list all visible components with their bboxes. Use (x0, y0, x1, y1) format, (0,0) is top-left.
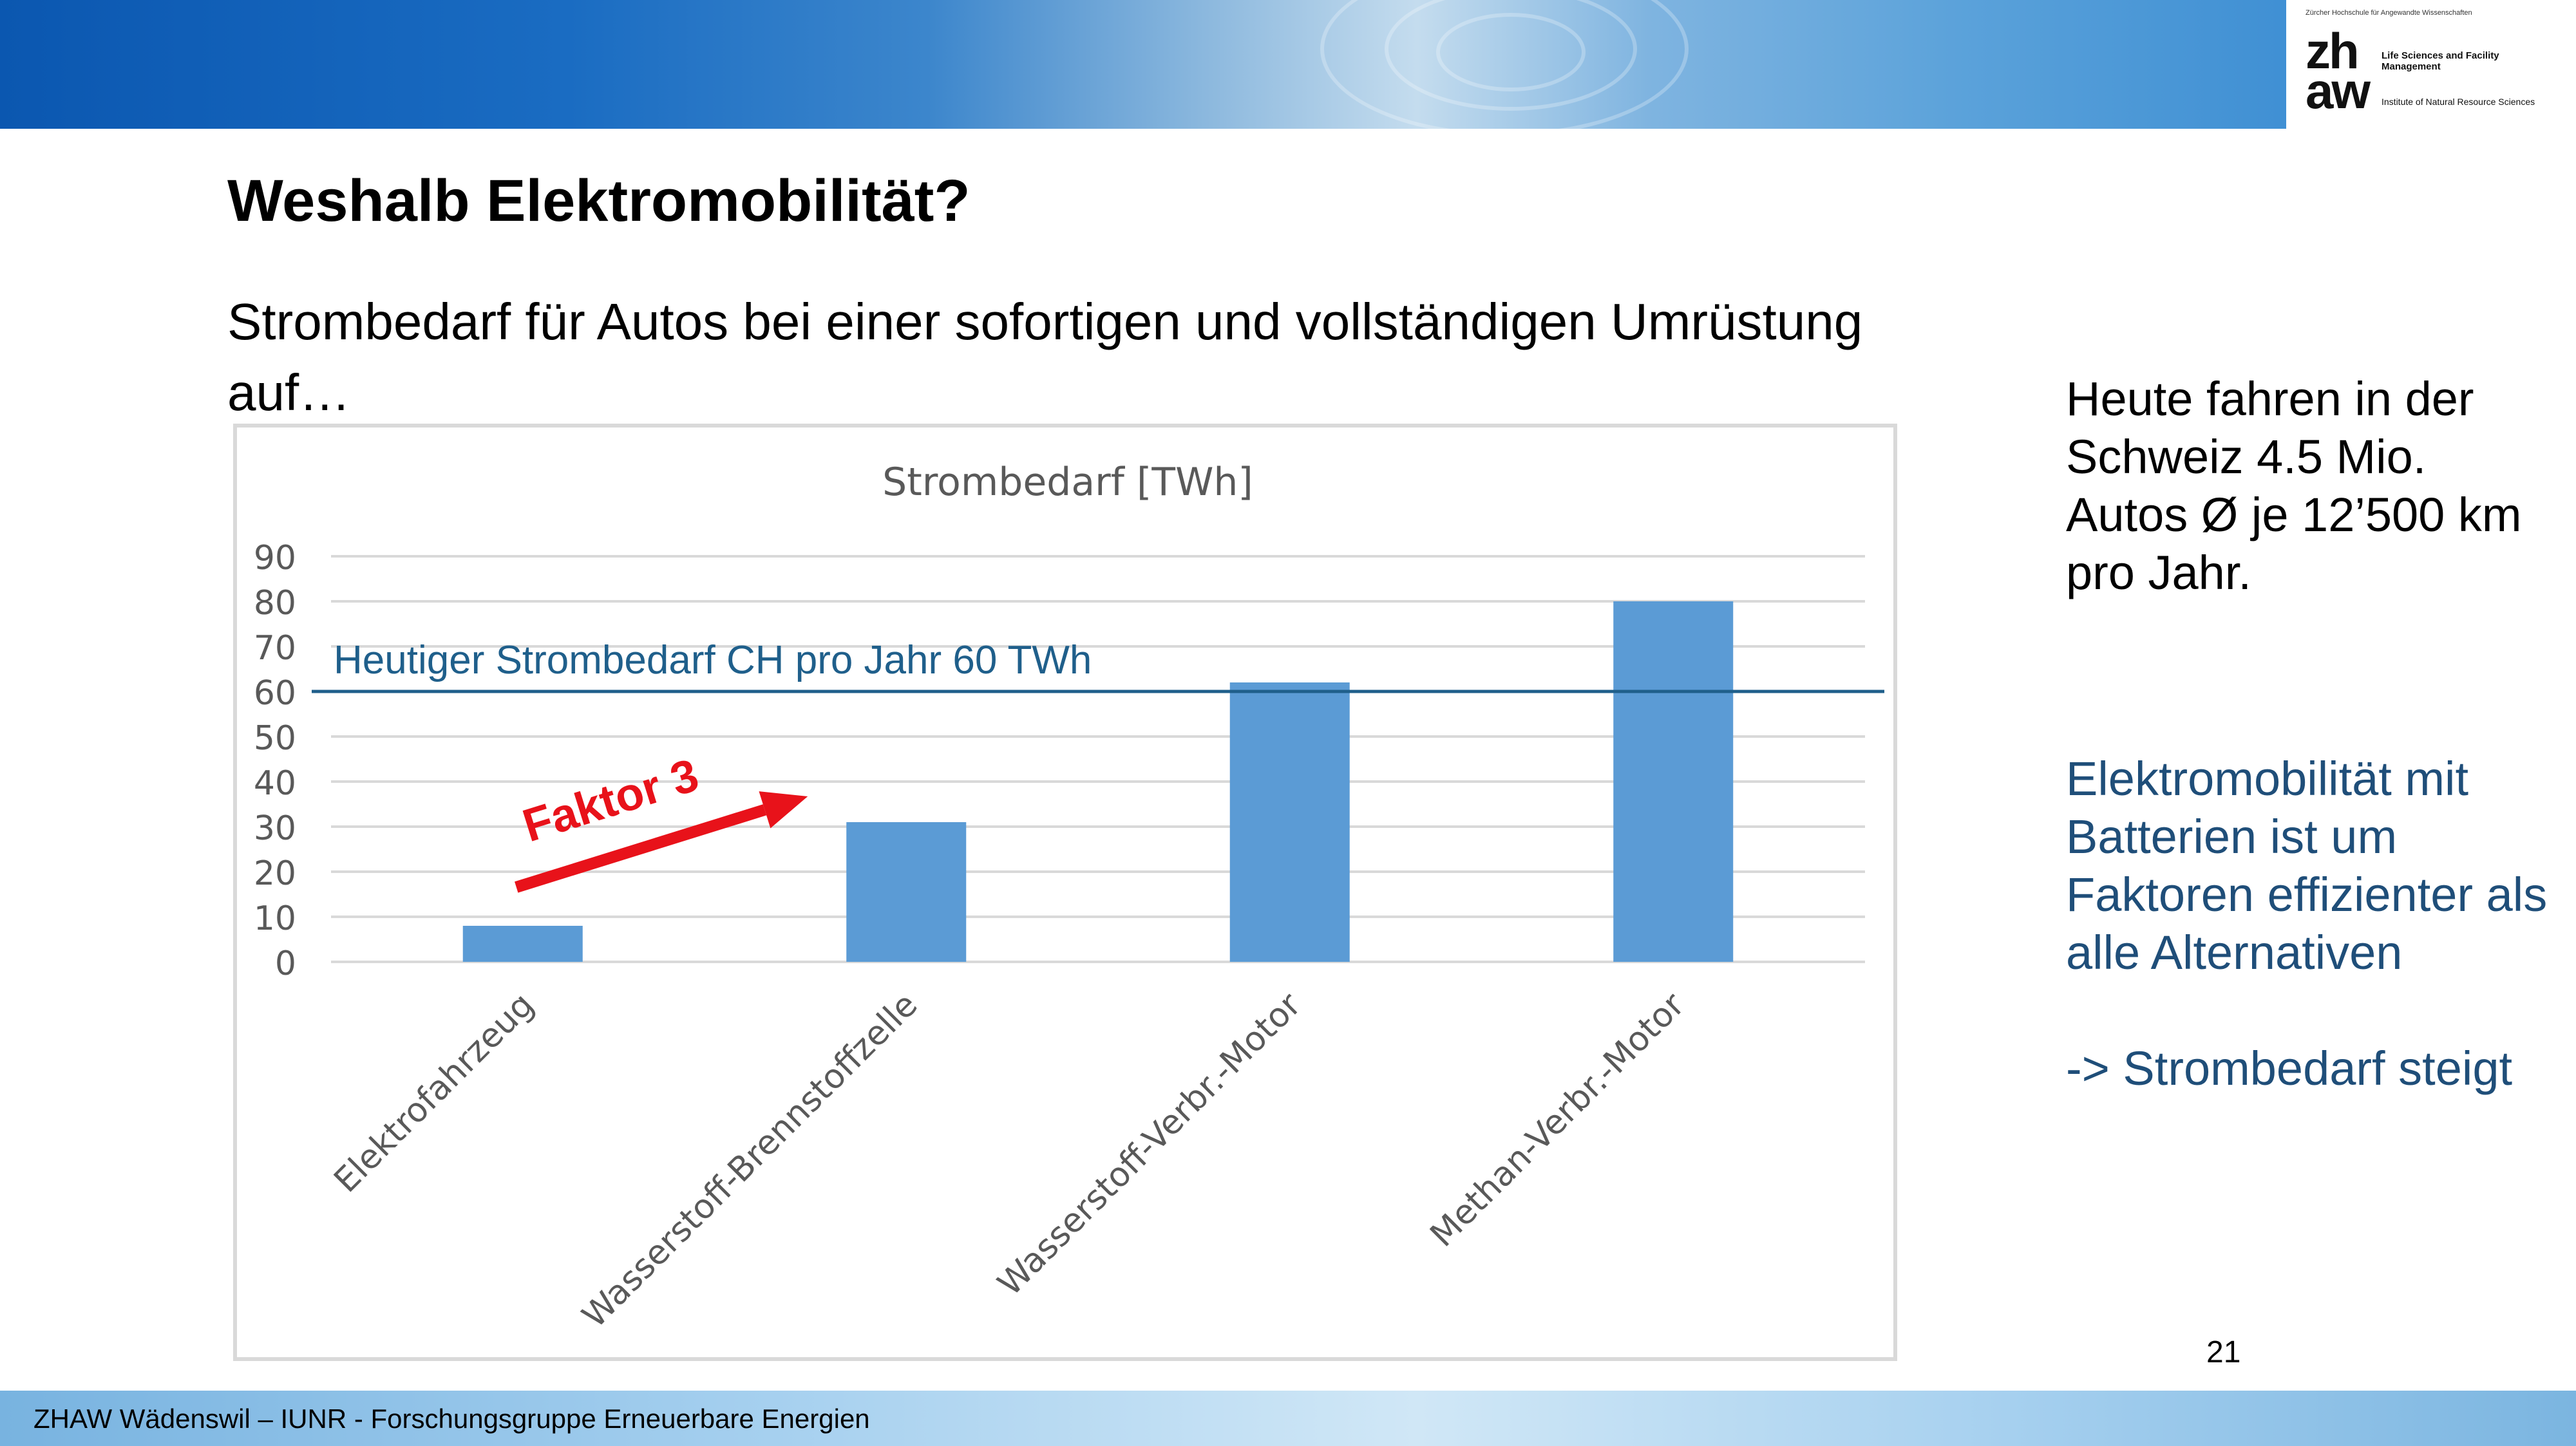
annotation-group: Faktor 3 (515, 749, 808, 893)
y-tick-label: 90 (254, 539, 296, 577)
factor-arrow (515, 804, 767, 893)
x-tick-label: Wasserstoff-Brennstoffzelle (575, 986, 925, 1336)
y-tick-label: 50 (254, 719, 296, 758)
water-ripple (1436, 13, 1586, 91)
bar-chart: Strombedarf [TWh] 0 10 20 30 40 50 60 70 80 90 El… (254, 460, 1884, 1335)
reference-line-group: Heutiger Strombedarf CH pro Jahr 60 TWh (312, 638, 1884, 693)
y-axis-ticks: 0 10 20 30 40 50 60 70 80 90 (254, 539, 296, 983)
side-text-cars: Heute fahren in der Schweiz 4.5 Mio. Aut… (2066, 372, 2522, 599)
y-tick-label: 20 (254, 854, 296, 893)
logo-institute: Institute of Natural Resource Sciences (2382, 97, 2535, 107)
factor-arrowhead (759, 791, 808, 829)
water-ripple (1385, 0, 1637, 111)
reference-line-label: Heutiger Strombedarf CH pro Jahr 60 TWh (334, 638, 1092, 682)
bar (1613, 601, 1734, 962)
footer-banner (0, 1391, 2576, 1446)
x-tick-label: Methan-Verbr.-Motor (1423, 985, 1692, 1254)
bar (462, 926, 583, 962)
chart-title: Strombedarf [TWh] (882, 460, 1253, 505)
page-number: 21 (2206, 1335, 2241, 1369)
header-banner: Zürcher Hochschule für Angewandte Wissen… (0, 0, 2576, 129)
slide-title: Weshalb Elektromobilität? (227, 168, 971, 234)
logo-university-name: Zürcher Hochschule für Angewandte Wissen… (2306, 9, 2472, 17)
y-tick-label: 10 (254, 899, 296, 938)
y-tick-label: 0 (275, 944, 296, 983)
y-tick-label: 80 (254, 584, 296, 623)
x-tick-label: Elektrofahrzeug (327, 986, 541, 1200)
logo-mark: zh aw (2306, 23, 2371, 119)
bars (462, 601, 1734, 962)
zhaw-logo: Zürcher Hochschule für Angewandte Wissen… (2286, 0, 2576, 129)
side-text-demand: -> Strombedarf steigt (2066, 1042, 2513, 1095)
footer-text: ZHAW Wädenswil – IUNR - Forschungsgruppe… (33, 1404, 870, 1434)
side-text-efficiency: Elektromobilität mit Batterien ist um Fa… (2066, 752, 2548, 979)
x-tick-label: Wasserstoff-Verbr.-Motor (990, 985, 1309, 1303)
bar (1229, 682, 1350, 962)
x-axis-labels: Elektrofahrzeug Wasserstoff-Brennstoffzel… (327, 985, 1692, 1335)
y-tick-label: 30 (254, 809, 296, 848)
slide-subtitle: Strombedarf für Autos bei einer sofortig… (227, 293, 1863, 421)
y-tick-label: 70 (254, 629, 296, 668)
chart-frame: Strombedarf [TWh] 0 10 20 30 40 50 60 70 80 90 El… (233, 424, 1897, 1361)
y-tick-label: 60 (254, 674, 296, 713)
logo-department: Life Sciences and Facility Management (2382, 50, 2499, 72)
y-tick-label: 40 (254, 764, 296, 803)
bar (846, 822, 967, 962)
